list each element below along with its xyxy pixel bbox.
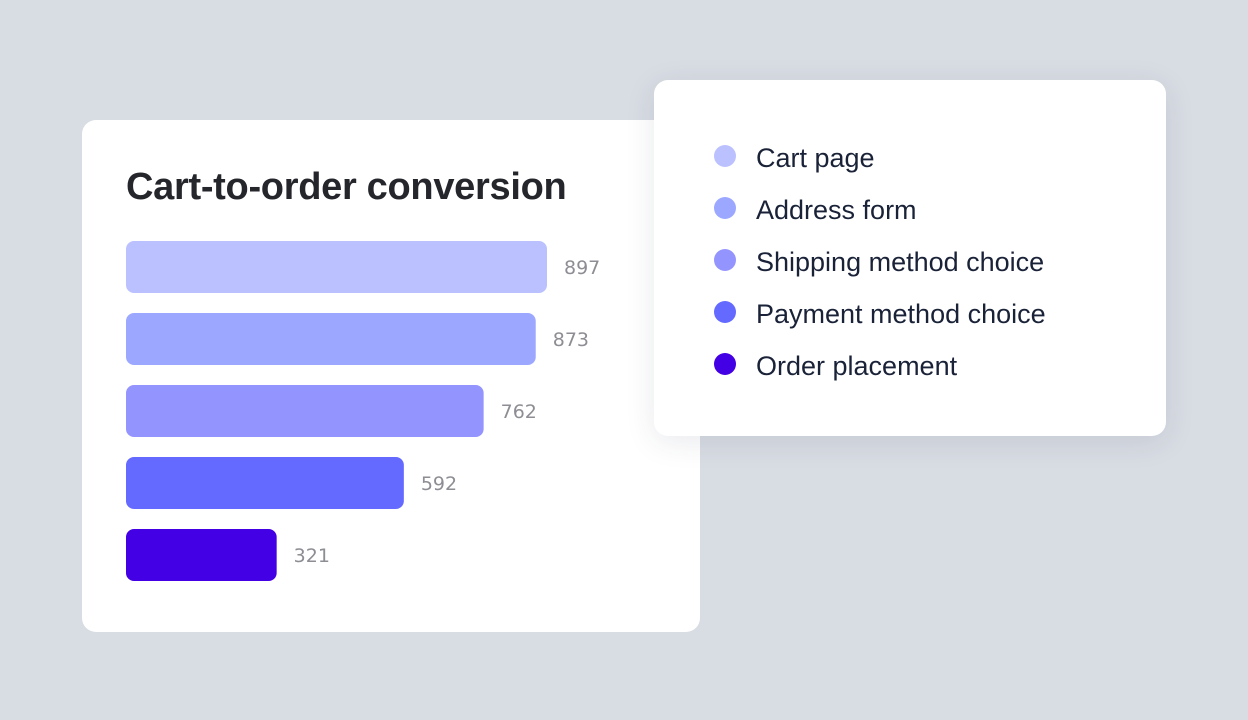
bar-value-label: 321	[294, 545, 330, 567]
legend-label: Cart page	[756, 142, 875, 173]
bar-chart: 897 873 762 592 321	[126, 241, 600, 581]
legend-label: Shipping method choice	[756, 246, 1045, 277]
chart-card: Cart-to-order conversion 897 873 762 592 321	[82, 120, 700, 632]
bar-value-label: 592	[421, 473, 457, 495]
legend-item: Payment method choice	[714, 288, 1046, 340]
bar-value-label: 897	[564, 257, 600, 279]
bar-0	[126, 241, 547, 293]
legend-item: Shipping method choice	[714, 236, 1046, 288]
bar-3	[126, 457, 404, 509]
legend-swatch	[714, 353, 736, 375]
bar-2	[126, 385, 484, 437]
legend-swatch	[714, 197, 736, 219]
chart-title: Cart-to-order conversion	[126, 166, 567, 208]
legend-swatch	[714, 145, 736, 167]
bar-1	[126, 313, 536, 365]
legend: Cart page Address form Shipping method cho…	[714, 132, 1046, 392]
legend-label: Order placement	[756, 350, 958, 381]
legend-swatch	[714, 249, 736, 271]
bar-4	[126, 529, 277, 581]
bar-value-label: 873	[553, 329, 589, 351]
legend-item: Cart page	[714, 132, 1046, 184]
legend-label: Payment method choice	[756, 298, 1046, 329]
bar-value-label: 762	[501, 401, 537, 423]
legend-card: Cart page Address form Shipping method cho…	[654, 80, 1166, 436]
legend-swatch	[714, 301, 736, 323]
legend-item: Order placement	[714, 340, 1046, 392]
legend-item: Address form	[714, 184, 1046, 236]
legend-label: Address form	[756, 194, 917, 225]
